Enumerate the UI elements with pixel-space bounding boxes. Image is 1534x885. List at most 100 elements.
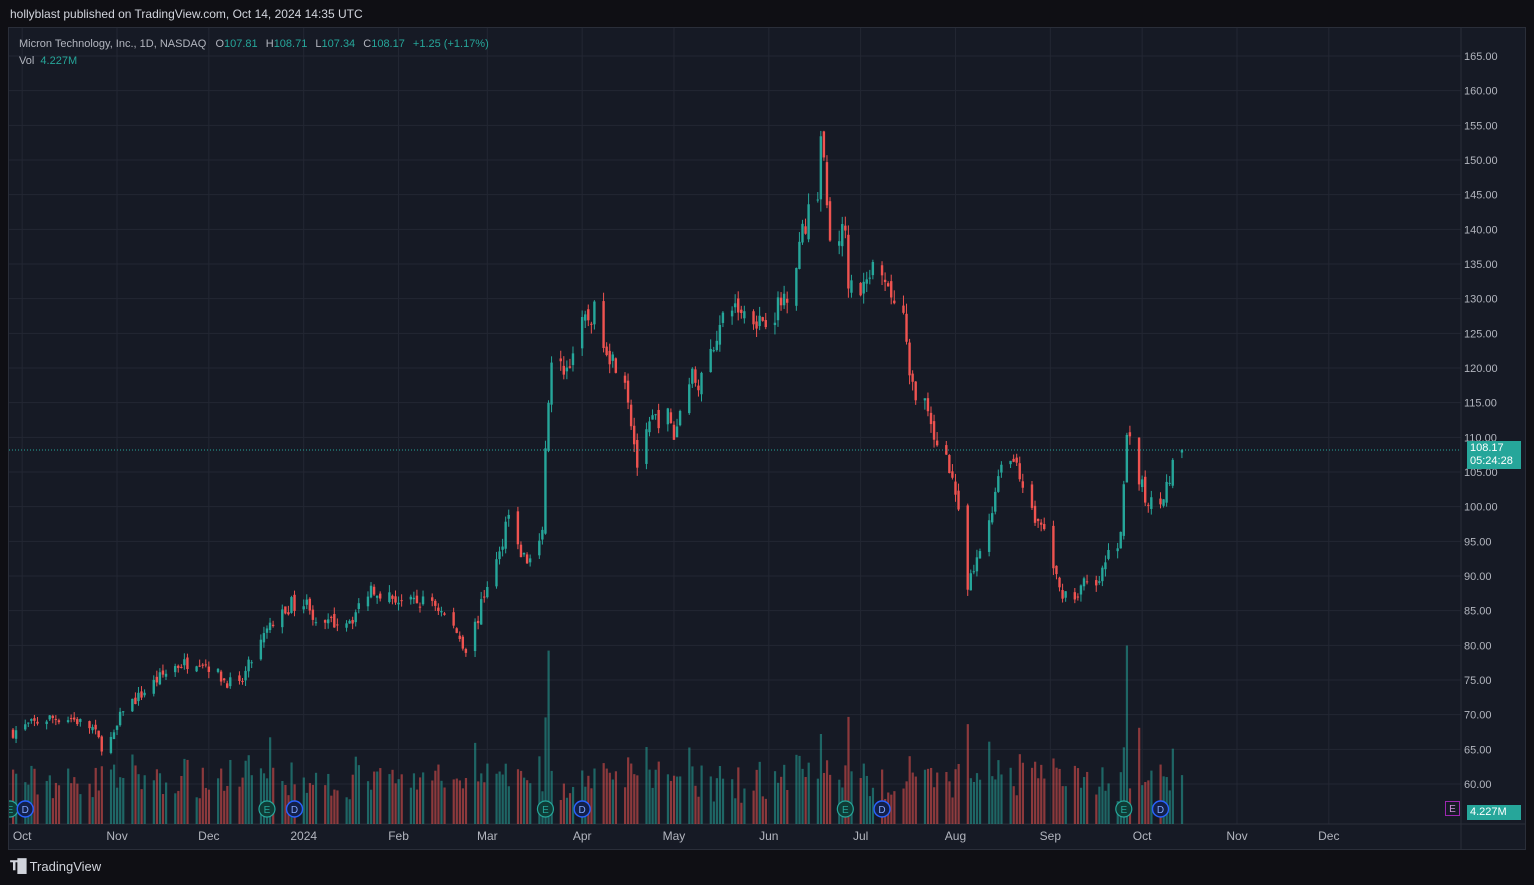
volume-bar bbox=[1012, 786, 1015, 824]
volume-bar bbox=[308, 783, 312, 824]
footer[interactable]: 𝐓█ TradingView bbox=[10, 858, 101, 874]
volume-bar bbox=[672, 775, 676, 824]
volume-bar bbox=[223, 790, 226, 824]
candle-body bbox=[715, 340, 718, 351]
candle-body bbox=[418, 606, 422, 608]
last-price-value: 108.17 bbox=[1470, 442, 1504, 454]
volume-bar bbox=[12, 769, 15, 824]
candle-body bbox=[1076, 596, 1080, 598]
candle-body bbox=[626, 380, 630, 403]
candle-body bbox=[807, 204, 810, 240]
candle-body bbox=[841, 224, 844, 247]
volume-bar bbox=[54, 782, 58, 824]
candle-body bbox=[507, 514, 510, 519]
volume-bar bbox=[1107, 783, 1110, 824]
volume-bar bbox=[354, 756, 357, 824]
candle-body bbox=[893, 300, 896, 304]
candle-body bbox=[222, 678, 226, 681]
candle-body bbox=[1159, 498, 1162, 505]
y-tick-label: 95.00 bbox=[1464, 536, 1492, 548]
candle-body bbox=[1140, 479, 1144, 488]
earnings-event-icon bbox=[1115, 800, 1133, 818]
volume-bar bbox=[1162, 776, 1165, 824]
candle-body bbox=[229, 677, 232, 687]
candle-body bbox=[590, 323, 593, 325]
volume-bar bbox=[1037, 778, 1040, 824]
volume-bar bbox=[400, 774, 403, 824]
candle-body bbox=[828, 201, 832, 241]
volume-bar bbox=[474, 742, 477, 824]
x-tick-label: Jun bbox=[759, 829, 778, 843]
candle-body bbox=[957, 490, 960, 510]
volume-bar bbox=[109, 769, 113, 824]
candle-body bbox=[700, 372, 703, 395]
chart-svg[interactable]: 165.00 160.00 155.00 150.00 145.00 140.00 135.… bbox=[9, 28, 1525, 849]
volume-bar bbox=[648, 769, 651, 824]
candle-body bbox=[675, 426, 679, 438]
candle-body bbox=[134, 697, 137, 705]
candle-body bbox=[308, 598, 312, 611]
volume-bar bbox=[718, 766, 722, 824]
candle-body bbox=[978, 551, 982, 559]
candle-body bbox=[528, 558, 532, 563]
candle-body bbox=[954, 481, 957, 495]
candle-body bbox=[173, 666, 177, 673]
y-tick-label: 150.00 bbox=[1464, 155, 1498, 167]
volume-bar bbox=[45, 780, 48, 824]
volume-bar bbox=[627, 757, 630, 824]
candle-body bbox=[73, 717, 76, 720]
earnings-event-label: E bbox=[1120, 805, 1127, 816]
volume-bar bbox=[415, 789, 419, 824]
candle-body bbox=[186, 657, 189, 670]
volume-bar bbox=[945, 771, 948, 824]
volume-bar bbox=[966, 724, 969, 824]
candle-body bbox=[33, 718, 36, 721]
volume-bar bbox=[140, 789, 143, 824]
volume-bar bbox=[431, 780, 434, 824]
upcoming-earnings-icon[interactable]: E bbox=[1445, 801, 1460, 816]
candle-body bbox=[91, 726, 94, 731]
candle-body bbox=[1079, 585, 1083, 595]
candle-body bbox=[623, 375, 627, 383]
candle-body bbox=[48, 715, 51, 720]
volume-bar bbox=[587, 775, 590, 824]
candle-body bbox=[443, 613, 446, 615]
candle-body bbox=[1147, 504, 1150, 506]
earnings-event-icon bbox=[258, 800, 276, 818]
volume-bar bbox=[1104, 790, 1107, 824]
volume-bar bbox=[461, 788, 465, 824]
candle-body bbox=[880, 265, 884, 276]
volume-bar bbox=[633, 774, 636, 824]
legend-close: 108.17 bbox=[371, 38, 405, 50]
candle-body bbox=[204, 664, 207, 666]
candle-body bbox=[1150, 497, 1153, 509]
candle-body bbox=[997, 476, 1000, 492]
volume-bar bbox=[688, 747, 691, 824]
chart-panel[interactable]: 165.00 160.00 155.00 150.00 145.00 140.00 135.… bbox=[8, 27, 1526, 850]
volume-bar bbox=[183, 758, 186, 824]
candle-body bbox=[1009, 460, 1012, 465]
volume-bar bbox=[1122, 747, 1125, 824]
candle-body bbox=[730, 310, 734, 317]
volume-bar bbox=[1021, 762, 1024, 824]
volume-bar bbox=[1015, 795, 1018, 824]
candle-body bbox=[473, 621, 477, 652]
candle-body bbox=[391, 595, 394, 599]
candle-body bbox=[330, 616, 333, 618]
candle-body bbox=[761, 317, 764, 321]
candle-body bbox=[688, 384, 691, 414]
volume-bar bbox=[868, 796, 871, 824]
candle-body bbox=[354, 612, 357, 623]
volume-bar bbox=[305, 792, 308, 824]
volume-bar bbox=[590, 788, 593, 824]
volume-bar bbox=[131, 754, 134, 824]
candle-body bbox=[155, 676, 159, 683]
candle-body bbox=[902, 305, 905, 313]
volume-bar bbox=[905, 781, 908, 824]
volume-bar bbox=[259, 768, 263, 824]
volume-bar bbox=[954, 769, 957, 824]
candle-body bbox=[302, 606, 305, 610]
volume-bar bbox=[30, 765, 33, 824]
candle-body bbox=[287, 612, 290, 615]
candle-body bbox=[776, 297, 780, 321]
